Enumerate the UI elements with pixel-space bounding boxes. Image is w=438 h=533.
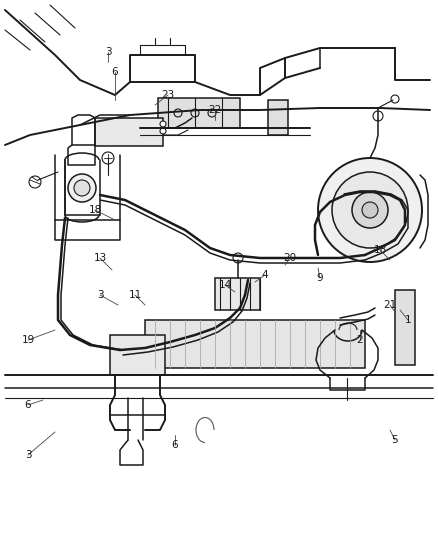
Text: 21: 21: [383, 300, 397, 310]
Bar: [268, 100, 288, 135]
Text: 22: 22: [208, 105, 222, 115]
Text: 11: 11: [128, 290, 141, 300]
Bar: [110, 335, 165, 375]
Circle shape: [68, 174, 96, 202]
Text: 6: 6: [112, 67, 118, 77]
Circle shape: [233, 253, 243, 263]
Text: 3: 3: [25, 450, 31, 460]
Circle shape: [391, 95, 399, 103]
Bar: [158, 98, 240, 128]
Circle shape: [191, 109, 199, 117]
Bar: [145, 320, 365, 368]
Text: 1: 1: [405, 315, 411, 325]
Bar: [95, 118, 163, 146]
Circle shape: [160, 128, 166, 134]
Circle shape: [318, 158, 422, 262]
Text: 13: 13: [93, 253, 106, 263]
Circle shape: [102, 152, 114, 164]
Text: 5: 5: [392, 435, 398, 445]
Text: 18: 18: [88, 205, 102, 215]
Circle shape: [352, 192, 388, 228]
Text: 6: 6: [172, 440, 178, 450]
Circle shape: [29, 176, 41, 188]
Bar: [395, 290, 415, 365]
Text: 23: 23: [161, 90, 175, 100]
Circle shape: [174, 109, 182, 117]
Circle shape: [74, 180, 90, 196]
Text: 3: 3: [97, 290, 103, 300]
Circle shape: [208, 109, 216, 117]
Text: 3: 3: [105, 47, 111, 57]
Bar: [215, 278, 260, 310]
Text: 2: 2: [357, 335, 363, 345]
Text: 4: 4: [261, 270, 268, 280]
Text: 20: 20: [283, 253, 297, 263]
Circle shape: [332, 172, 408, 248]
Text: 19: 19: [21, 335, 35, 345]
Circle shape: [373, 111, 383, 121]
Text: 18: 18: [373, 245, 387, 255]
Text: 6: 6: [25, 400, 31, 410]
Circle shape: [160, 121, 166, 127]
Text: 9: 9: [317, 273, 323, 283]
Text: 14: 14: [219, 280, 232, 290]
Circle shape: [362, 202, 378, 218]
